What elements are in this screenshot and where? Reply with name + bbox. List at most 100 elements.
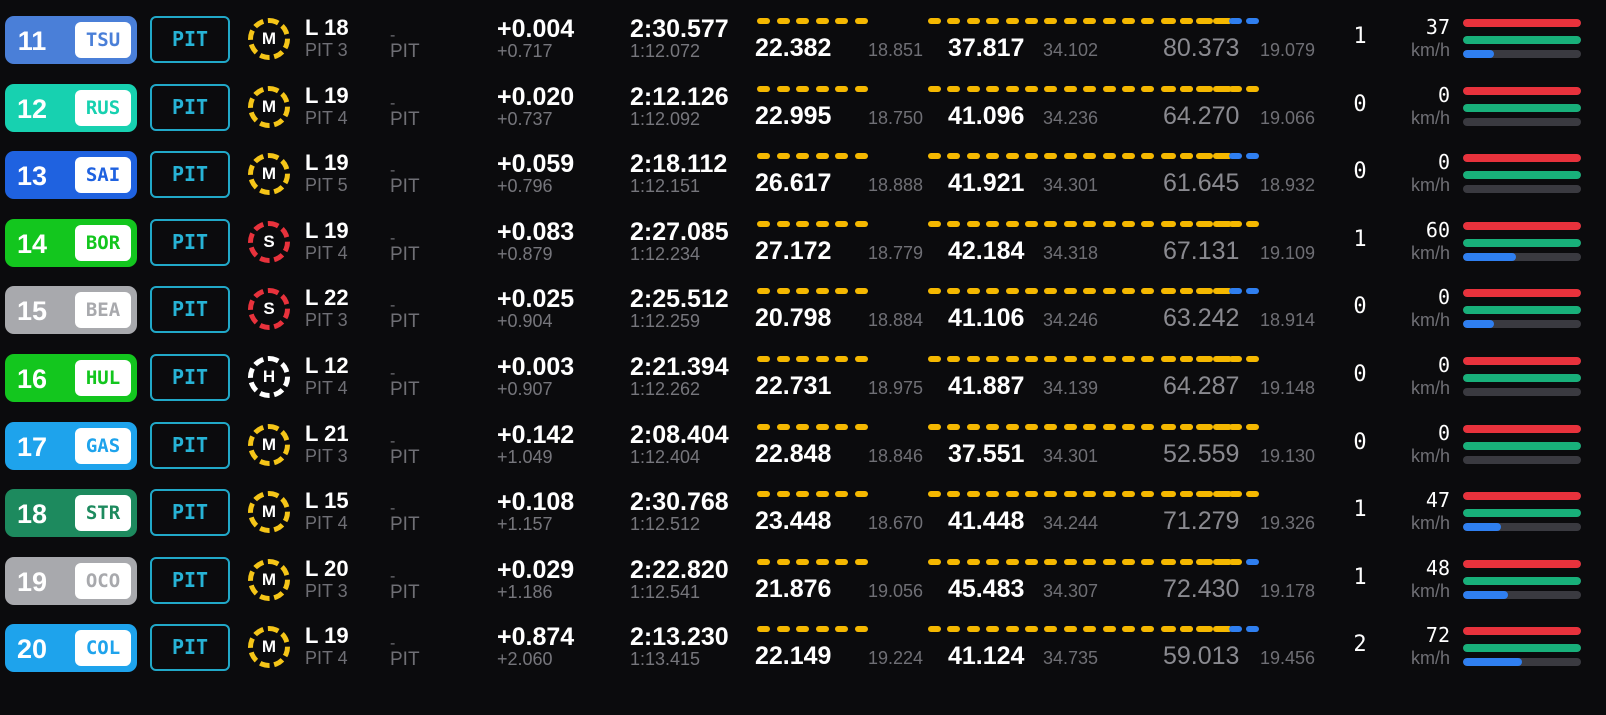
minisector-dot bbox=[1229, 18, 1242, 24]
minisector-dot bbox=[1212, 491, 1226, 497]
lap-number: L 18 bbox=[305, 15, 349, 40]
pit-status-button[interactable]: PIT bbox=[150, 489, 230, 536]
last-lap-time: 2:12.126 bbox=[630, 83, 729, 111]
minisector-dot bbox=[1212, 424, 1226, 430]
drs-count: 1 bbox=[1353, 565, 1367, 590]
driver-code: RUS bbox=[75, 90, 131, 126]
driver-position: 17 bbox=[16, 432, 48, 462]
minisector-dot bbox=[1163, 626, 1176, 632]
pit-status-button[interactable]: PIT bbox=[150, 84, 230, 131]
minisector-dot bbox=[1025, 86, 1038, 92]
minisector-dot bbox=[1245, 424, 1259, 430]
driver-row[interactable]: 20 COL PIT M L 19 PIT 4 - PIT +0.874 +2.… bbox=[0, 608, 1606, 677]
driver-row[interactable]: 16 HUL PIT H L 12 PIT 4 - PIT +0.003 +0.… bbox=[0, 338, 1606, 407]
minisector-dot bbox=[1196, 356, 1209, 362]
minisector-dot bbox=[1122, 626, 1135, 632]
minisector-dot bbox=[1063, 288, 1077, 294]
tyre-compound-icon: H bbox=[248, 356, 290, 398]
gap-to-leader: +0.004 bbox=[497, 15, 575, 43]
minisector-dot bbox=[815, 356, 829, 362]
tyre-compound-icon: M bbox=[248, 153, 290, 195]
minisector-dot bbox=[1102, 153, 1116, 159]
pit-status-button[interactable]: PIT bbox=[150, 286, 230, 333]
driver-row[interactable]: 19 OCO PIT M L 20 PIT 3 - PIT +0.029 +1.… bbox=[0, 541, 1606, 610]
pit-count: PIT 3 bbox=[305, 40, 348, 60]
driver-row[interactable]: 18 STR PIT M L 15 PIT 4 - PIT +0.108 +1.… bbox=[0, 473, 1606, 542]
pit-dash: - bbox=[390, 365, 396, 382]
lap-number: L 12 bbox=[305, 353, 349, 378]
minisector-dot bbox=[986, 491, 1000, 497]
tyre-compound-icon: M bbox=[248, 491, 290, 533]
brake-bar bbox=[1463, 239, 1581, 247]
sector3-time: 59.013 bbox=[1163, 642, 1240, 670]
interval: +1.049 bbox=[497, 447, 553, 467]
interval: +1.186 bbox=[497, 582, 553, 602]
minisector-dot bbox=[1179, 424, 1193, 430]
minisector-dot bbox=[1102, 626, 1116, 632]
driver-row[interactable]: 15 BEA PIT S L 22 PIT 3 - PIT +0.025 +0.… bbox=[0, 270, 1606, 339]
pit-count: PIT 5 bbox=[305, 175, 348, 195]
sector2-time: 45.483 bbox=[948, 575, 1025, 603]
pit-status-button[interactable]: PIT bbox=[150, 219, 230, 266]
sector2-time: 37.817 bbox=[948, 34, 1025, 62]
pit-status-button[interactable]: PIT bbox=[150, 151, 230, 198]
minisector-dot bbox=[796, 424, 809, 430]
minisector-dot bbox=[986, 288, 1000, 294]
sector3-best: 19.079 bbox=[1260, 40, 1316, 60]
minisector-dot bbox=[776, 288, 790, 294]
minisector-dot bbox=[1196, 221, 1209, 227]
minisector-dot bbox=[947, 153, 961, 159]
minisector-dot bbox=[1163, 153, 1176, 159]
driver-row[interactable]: 13 SAI PIT M L 19 PIT 5 - PIT +0.059 +0.… bbox=[0, 135, 1606, 204]
driver-row[interactable]: 11 TSU PIT M L 18 PIT 3 - PIT +0.004 +0.… bbox=[0, 0, 1606, 69]
minisector-dot bbox=[1196, 18, 1209, 24]
minisector-dot bbox=[1163, 424, 1176, 430]
minisector-dot bbox=[796, 86, 809, 92]
interval: +2.060 bbox=[497, 649, 553, 669]
minisector-dot bbox=[1245, 491, 1259, 497]
minisector-dot bbox=[928, 86, 941, 92]
minisector-dot bbox=[947, 221, 961, 227]
minisector-dot bbox=[1083, 221, 1097, 227]
gear-bar bbox=[1463, 591, 1581, 599]
minisector-dot bbox=[854, 424, 868, 430]
throttle-bar bbox=[1463, 289, 1581, 297]
pit-label: PIT bbox=[390, 244, 420, 265]
minisector-dot bbox=[1229, 424, 1242, 430]
sector1-time: 22.995 bbox=[755, 102, 832, 130]
pit-status-button[interactable]: PIT bbox=[150, 422, 230, 469]
minisector-dot bbox=[815, 221, 829, 227]
minisector-dot bbox=[1219, 288, 1232, 294]
sector2-best: 34.301 bbox=[1043, 175, 1099, 195]
minisector-dot bbox=[835, 18, 848, 24]
minisector-dot bbox=[1141, 491, 1155, 497]
lap-number: L 22 bbox=[305, 285, 349, 310]
pit-status-button[interactable]: PIT bbox=[150, 557, 230, 604]
driver-position: 20 bbox=[16, 634, 48, 664]
speed-unit: km/h bbox=[1410, 446, 1450, 466]
speed-value: 0 bbox=[1437, 150, 1450, 174]
minisector-dot bbox=[835, 86, 848, 92]
sector3-best: 18.932 bbox=[1260, 175, 1316, 195]
driver-row[interactable]: 14 BOR PIT S L 19 PIT 4 - PIT +0.083 +0.… bbox=[0, 203, 1606, 272]
pit-status-button[interactable]: PIT bbox=[150, 354, 230, 401]
pit-status-button[interactable]: PIT bbox=[150, 16, 230, 63]
driver-row[interactable]: 17 GAS PIT M L 21 PIT 3 - PIT +0.142 +1.… bbox=[0, 406, 1606, 475]
best-lap-time: 1:12.262 bbox=[630, 379, 701, 399]
minisector-dot bbox=[757, 86, 770, 92]
sector3-time: 72.430 bbox=[1163, 575, 1240, 603]
drs-count: 2 bbox=[1353, 632, 1367, 657]
driver-row[interactable]: 12 RUS PIT M L 19 PIT 4 - PIT +0.020 +0.… bbox=[0, 68, 1606, 137]
pit-count: PIT 4 bbox=[305, 378, 348, 398]
minisector-dot bbox=[1044, 356, 1058, 362]
minisector-dot bbox=[1122, 288, 1135, 294]
minisector-dot bbox=[854, 86, 868, 92]
minisector-dot bbox=[1163, 18, 1176, 24]
gap-to-leader: +0.083 bbox=[497, 218, 575, 246]
pit-status-button[interactable]: PIT bbox=[150, 624, 230, 671]
minisector-dot bbox=[1083, 288, 1097, 294]
minisector-dot bbox=[986, 86, 1000, 92]
minisector-dot bbox=[1025, 491, 1038, 497]
drs-count: 0 bbox=[1353, 159, 1367, 184]
pit-dash: - bbox=[390, 27, 396, 44]
